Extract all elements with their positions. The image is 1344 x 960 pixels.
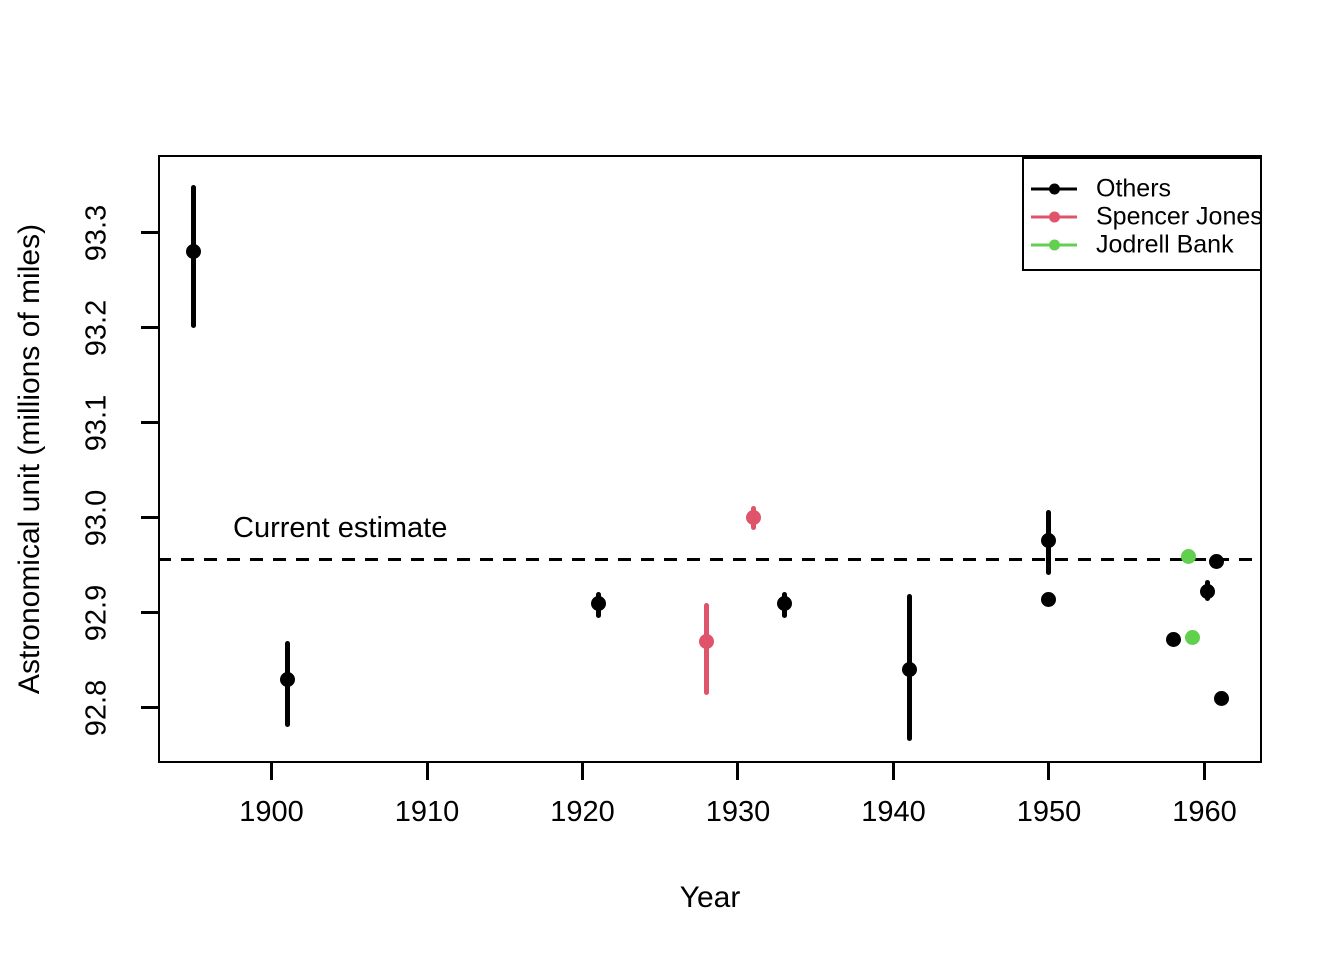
- y-tick-mark: [141, 421, 158, 425]
- data-point: [1041, 592, 1057, 608]
- data-point: [901, 662, 917, 678]
- data-point: [1209, 554, 1225, 570]
- y-tick-mark: [141, 516, 158, 520]
- y-tick-label: 93.2: [80, 299, 113, 357]
- y-tick-mark: [141, 611, 158, 615]
- x-tick-mark: [1202, 763, 1206, 780]
- current-estimate-line: [158, 558, 1262, 562]
- data-point: [1041, 533, 1057, 549]
- x-tick-mark: [425, 763, 429, 780]
- x-tick-mark: [891, 763, 895, 780]
- y-tick-label: 93.1: [80, 394, 113, 452]
- y-tick-label: 93.3: [80, 204, 113, 262]
- x-tick-label: 1960: [1172, 796, 1237, 828]
- data-point: [279, 671, 295, 687]
- legend-label: Spencer Jones: [1096, 202, 1263, 231]
- legend-label: Jodrell Bank: [1096, 230, 1234, 259]
- y-tick-mark: [141, 231, 158, 235]
- data-point: [1214, 690, 1230, 706]
- data-point: [777, 595, 793, 611]
- data-point: [1165, 632, 1181, 647]
- legend-label: Others: [1096, 174, 1172, 203]
- data-point: [699, 633, 715, 649]
- x-tick-mark: [580, 763, 584, 780]
- y-tick-label: 92.8: [80, 679, 113, 737]
- x-tick-label: 1940: [861, 796, 926, 828]
- data-point: [1181, 549, 1197, 565]
- x-axis-title: Year: [679, 881, 741, 914]
- y-tick-mark: [141, 326, 158, 330]
- x-tick-label: 1910: [394, 796, 460, 828]
- legend-entry-spencer-jones: Spencer Jones: [1024, 202, 1263, 231]
- x-tick-mark: [270, 763, 273, 780]
- legend-dot-swatch: [1049, 211, 1060, 223]
- data-point: [746, 510, 762, 526]
- x-tick-mark: [736, 763, 740, 780]
- x-tick-label: 1950: [1016, 796, 1082, 828]
- y-tick-label: 93.0: [80, 489, 113, 547]
- data-point: [1200, 583, 1216, 599]
- y-axis-title: Astronomical unit (millions of miles): [13, 223, 46, 695]
- current-estimate-label: Current estimate: [233, 512, 448, 544]
- error-bar: [704, 603, 710, 695]
- y-tick-label: 92.9: [80, 584, 113, 642]
- legend-entry-others: Others: [1024, 175, 1260, 203]
- legend-dot-swatch: [1049, 183, 1060, 195]
- x-tick-label: 1930: [705, 796, 771, 828]
- x-tick-label: 1920: [550, 796, 615, 828]
- legend-entry-jodrell-bank: Jodrell Bank: [1024, 231, 1260, 259]
- y-tick-mark: [141, 706, 158, 710]
- data-point: [1184, 630, 1200, 646]
- x-tick-label: 1900: [239, 796, 304, 828]
- legend-dot-swatch: [1049, 239, 1060, 251]
- data-point: [590, 595, 606, 611]
- data-point: [186, 244, 202, 260]
- legend: Others Spencer Jones Jodrell Bank: [1022, 157, 1263, 271]
- x-tick-mark: [1047, 763, 1051, 780]
